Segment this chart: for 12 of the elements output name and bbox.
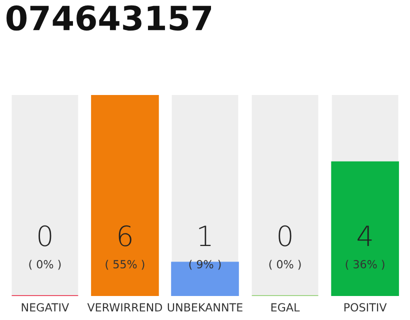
data-label: 0 ( 0% ) [269,225,301,270]
x-tick-label: EGAL [271,303,300,312]
data-label: 4 ( 36% ) [346,226,384,270]
data-label: 1 ( 9% ) [189,226,221,270]
x-tick-label: UNBEKANNTE [168,303,242,312]
data-label: 0 ( 0% ) [29,225,61,270]
x-tick-label: VERWIRREND [87,303,162,312]
chart-title: 074643157 [6,5,212,31]
data-label: 6 ( 55% ) [106,225,144,270]
x-tick-label: POSITIV [344,303,387,312]
bar [171,262,239,296]
x-tick-label: NEGATIV [22,303,70,312]
